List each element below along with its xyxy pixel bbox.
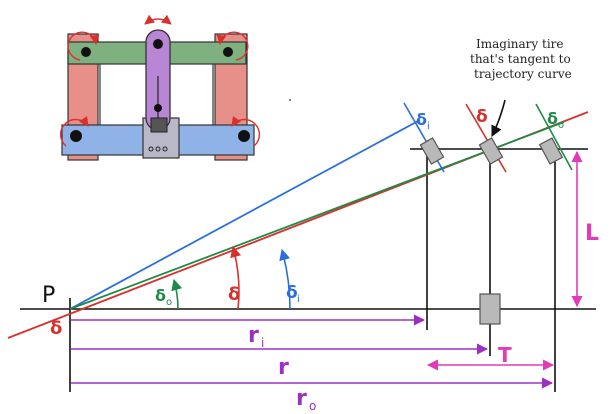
svg-text:i: i (261, 336, 264, 350)
delta-inner-arc-label: δ i (286, 283, 300, 305)
svg-text:δ: δ (547, 109, 558, 128)
annotation-line-3: trajectory curve (474, 67, 572, 81)
imaginary-tire (478, 137, 504, 165)
annotation-line-1: Imaginary tire (476, 37, 564, 51)
delta-outer-arc-label: δ o (155, 286, 172, 308)
inner-tire (419, 137, 445, 165)
mid-angle-arc (230, 245, 242, 310)
outer-tire (538, 137, 564, 165)
delta-inner-top-label: δ i (416, 110, 430, 132)
r-mid-label: r (278, 355, 289, 380)
pivot-angle-label: δ (50, 318, 62, 339)
r-outer-label: r o (296, 386, 316, 413)
delta-outer-top-label: δ o (547, 109, 564, 131)
svg-text:o: o (166, 297, 172, 308)
inner-angle-arc (279, 248, 291, 310)
svg-text:δ: δ (416, 110, 427, 129)
annotation-arrow (491, 99, 506, 138)
pivot-label: P (42, 283, 55, 308)
mid-wheel-direction (465, 103, 507, 173)
inner-ray (69, 119, 421, 310)
svg-text:δ: δ (286, 283, 298, 303)
svg-text:r: r (248, 323, 259, 348)
svg-text:r: r (296, 386, 307, 411)
outer-ray (69, 121, 565, 310)
chassis-sketch (59, 14, 261, 161)
svg-text:i: i (297, 294, 300, 305)
r-inner-label: r i (248, 323, 264, 350)
svg-text:o: o (558, 120, 564, 131)
track-label: T (498, 343, 512, 367)
svg-text:o: o (309, 399, 316, 413)
wheelbase-label: L (585, 221, 599, 246)
delta-mid-arc-label: δ (228, 284, 240, 305)
svg-text:δ: δ (155, 286, 166, 305)
delta-mid-top-label: δ (476, 107, 488, 127)
outer-wheel-direction (535, 103, 573, 171)
outer-angle-arc (171, 278, 183, 310)
rear-tire (479, 293, 501, 325)
svg-text:i: i (427, 121, 430, 132)
annotation-line-2: that's tangent to (470, 52, 571, 66)
